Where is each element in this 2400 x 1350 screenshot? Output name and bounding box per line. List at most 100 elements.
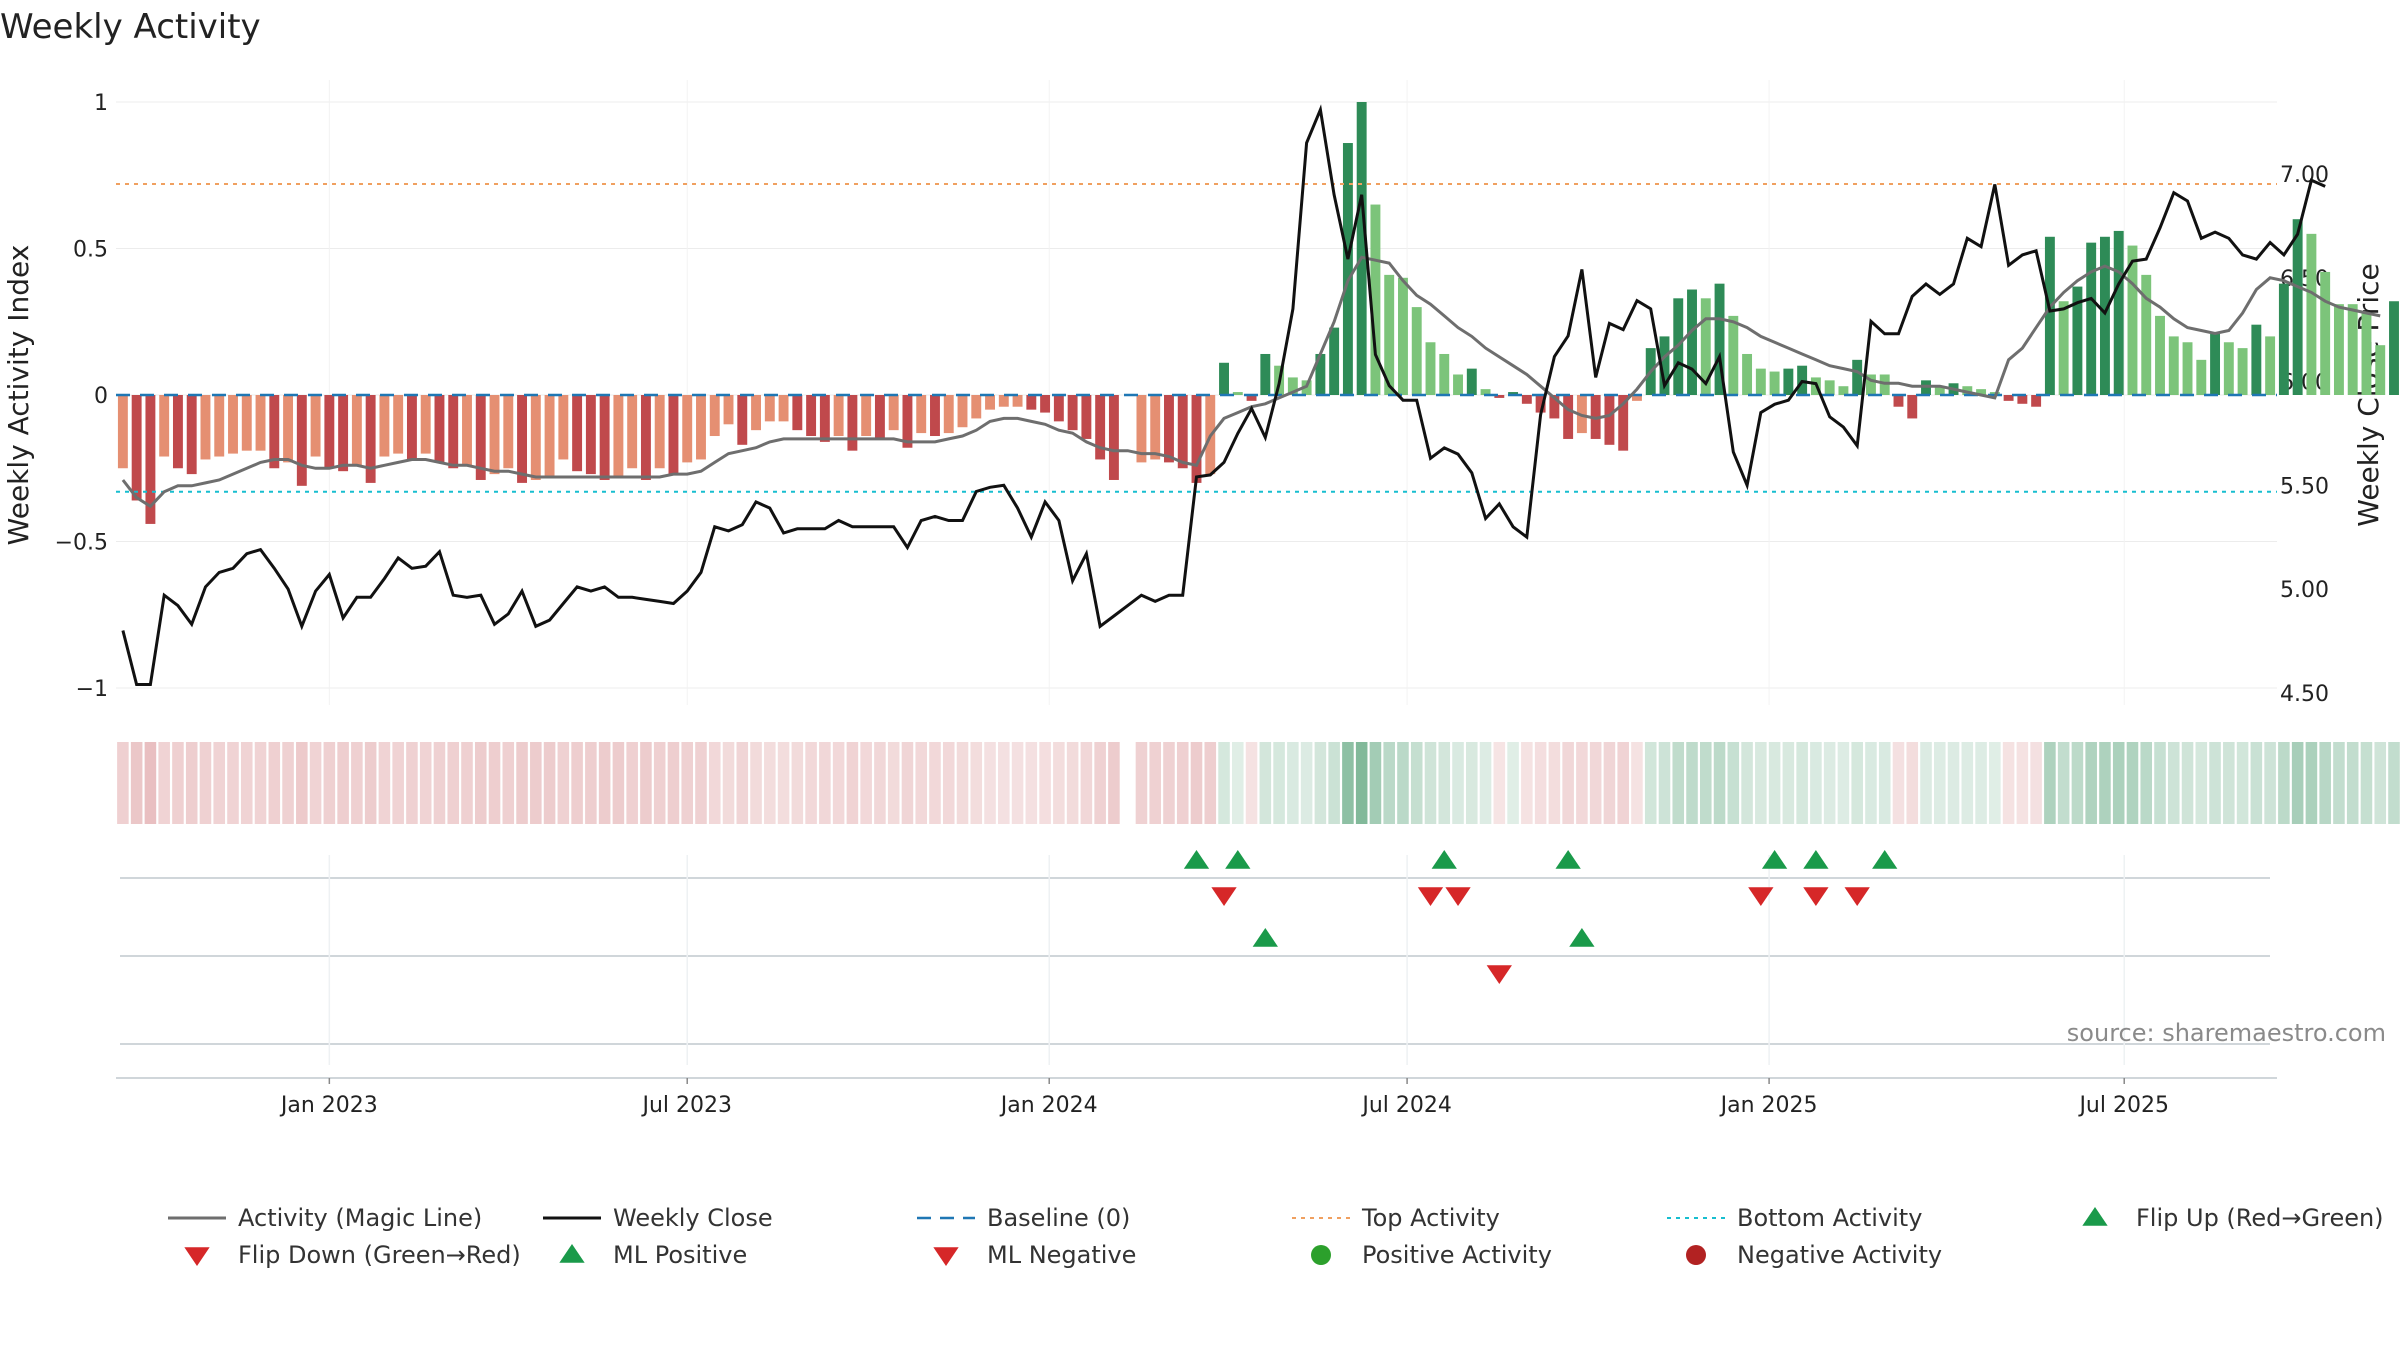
x-tick-label: Jul 2024 [1360, 1093, 1452, 1118]
activity-bar [1439, 353, 1450, 395]
activity-bar [1164, 395, 1174, 463]
heat-cell [791, 742, 804, 824]
legend-label: Activity (Magic Line) [238, 1204, 482, 1232]
heat-cell [736, 742, 749, 824]
heat-cell [1576, 742, 1588, 824]
heat-cell [640, 742, 652, 824]
heat-cell [2209, 742, 2221, 824]
legend-label: Flip Up (Red→Green) [2136, 1204, 2384, 1232]
activity-bar [806, 395, 817, 437]
heat-cell [1810, 742, 1822, 824]
heat-cell [2250, 742, 2263, 824]
heat-cell [1190, 742, 1203, 824]
heat-cell [1699, 742, 1712, 824]
activity-bar [1742, 353, 1753, 395]
activity-bar [186, 395, 197, 475]
heat-cell [1906, 742, 1919, 824]
y-left-tick-label: −0.5 [55, 531, 108, 556]
activity-bar [448, 395, 459, 469]
heat-cell [1961, 742, 1974, 824]
activity-bar [1521, 395, 1532, 404]
activity-bar [1260, 353, 1271, 395]
heat-cell [598, 742, 611, 824]
activity-bar [2058, 301, 2069, 395]
heat-cell [2195, 742, 2208, 824]
activity-bar [310, 395, 321, 457]
activity-bar [159, 395, 170, 457]
heat-cell [1755, 742, 1767, 824]
flip-down-marker [1445, 887, 1471, 906]
legend-swatch-dot [1311, 1245, 1331, 1265]
heat-cell [777, 742, 790, 824]
heat-cell [185, 742, 198, 824]
heat-cell [681, 742, 694, 824]
heat-cell [942, 742, 955, 824]
activity-bar [2168, 336, 2179, 395]
legend-label: ML Positive [613, 1241, 747, 1269]
heat-cell [158, 742, 170, 824]
activity-bar [1535, 395, 1546, 413]
x-tick-label: Jan 2025 [1719, 1093, 1818, 1118]
heat-cell [1713, 742, 1726, 824]
heat-cell [2154, 742, 2166, 824]
legend-label: Flip Down (Green→Red) [238, 1241, 521, 1269]
activity-bar [1246, 395, 1257, 401]
activity-bar [517, 395, 528, 483]
activity-bar [2113, 230, 2124, 395]
activity-bar [1563, 395, 1574, 439]
activity-bar [847, 395, 858, 451]
legend-label: ML Negative [987, 1241, 1136, 1269]
activity-bar [475, 395, 486, 480]
heat-cell [1108, 742, 1120, 824]
activity-bar [2251, 324, 2262, 395]
flip-up-marker [1225, 850, 1251, 869]
heat-cell [1851, 742, 1863, 824]
heat-cell [323, 742, 336, 824]
heat-cell [1094, 742, 1106, 824]
activity-bar [1755, 368, 1766, 395]
x-tick-label: Jan 2024 [999, 1093, 1098, 1118]
activity-bar [324, 395, 335, 469]
heat-cell [199, 742, 212, 824]
activity-bar [1040, 395, 1051, 413]
activity-bar [723, 395, 734, 425]
heat-cell [516, 742, 528, 824]
heat-cell [1741, 742, 1753, 824]
legend-label: Bottom Activity [1737, 1204, 1922, 1232]
heat-cell [1796, 742, 1808, 824]
heat-cell [337, 742, 349, 824]
heat-cell [764, 742, 776, 824]
heat-cell [2374, 742, 2387, 824]
activity-bar [998, 395, 1009, 407]
activity-bar [2044, 236, 2055, 395]
heat-cell [1548, 742, 1561, 824]
ml-up-marker [1252, 928, 1278, 947]
activity-bar [1150, 395, 1161, 460]
activity-bar [1632, 395, 1642, 401]
legend-label: Positive Activity [1362, 1241, 1552, 1269]
activity-bar [888, 395, 899, 431]
activity-bar [696, 395, 706, 460]
heat-cell [130, 742, 143, 824]
activity-bar [833, 395, 844, 437]
heat-cell [2278, 742, 2290, 824]
heat-cell [695, 742, 707, 824]
activity-bar [1219, 362, 1229, 395]
activity-bar [558, 395, 569, 460]
activity-bar [1714, 283, 1725, 395]
activity-bar [627, 395, 638, 469]
flip-up-marker [1761, 850, 1788, 869]
heat-cell [1617, 742, 1629, 824]
heat-cell [1218, 742, 1230, 824]
activity-bar [1728, 315, 1739, 395]
heat-cell [1631, 742, 1643, 824]
legend-swatch-triangle-up [559, 1244, 585, 1263]
activity-bar [778, 395, 789, 422]
activity-bar [2223, 342, 2234, 395]
heat-cell [1933, 742, 1946, 824]
heat-cell [474, 742, 487, 824]
activity-bar [1232, 392, 1243, 395]
activity-bar [599, 395, 610, 480]
activity-bar [916, 395, 927, 434]
activity-bar [200, 395, 211, 460]
